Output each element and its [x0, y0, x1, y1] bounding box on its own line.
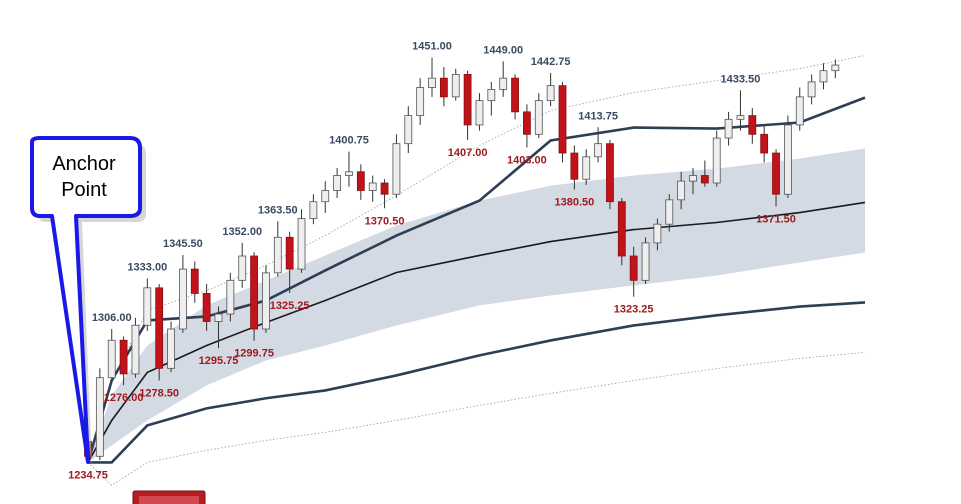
- high-label: 1413.75: [578, 110, 618, 122]
- candle-body: [95, 377, 104, 457]
- candle-body: [783, 124, 792, 195]
- candle-body: [155, 287, 164, 369]
- low-label: 1403.00: [507, 154, 547, 166]
- low-label: 1380.50: [554, 197, 594, 209]
- candle-body: [368, 182, 377, 191]
- candle-body: [534, 100, 543, 135]
- candle-body: [523, 111, 531, 135]
- candle-body: [677, 180, 686, 201]
- high-label: 1400.75: [329, 135, 369, 147]
- label-layer: 1234.75 1306.00 1276.00 1333.00 1278.50 1345.…: [68, 41, 796, 482]
- low-label: 1234.75: [68, 469, 108, 481]
- candle-body: [451, 74, 460, 98]
- candle-body: [582, 156, 591, 180]
- candle-body: [439, 77, 448, 98]
- high-label: 1352.00: [222, 226, 262, 238]
- low-label: 1325.25: [270, 300, 310, 312]
- candle-body: [380, 182, 389, 195]
- candle-body: [238, 255, 247, 281]
- low-label: 1371.50: [756, 213, 796, 225]
- candle-body: [606, 143, 614, 203]
- candle-body: [795, 96, 804, 126]
- candle-body: [736, 115, 745, 120]
- candle-body: [594, 143, 602, 158]
- candle-body: [807, 81, 816, 98]
- low-label: 1299.75: [234, 348, 274, 360]
- callout-text: Anchor: [52, 153, 116, 175]
- candle-body: [119, 339, 128, 375]
- candle-body: [712, 137, 721, 184]
- candle-body: [772, 152, 780, 195]
- candle-body: [831, 64, 840, 72]
- candle-body: [250, 255, 258, 330]
- callout-text: Point: [61, 179, 107, 201]
- candle-body: [190, 268, 199, 294]
- candle-body: [131, 324, 140, 375]
- candle-body: [107, 339, 116, 379]
- candle-body: [309, 201, 318, 219]
- candle-body: [333, 175, 342, 191]
- low-label: 1276.00: [104, 392, 144, 404]
- candle-body: [356, 171, 365, 191]
- anchor-callout: Anchor Point: [30, 136, 146, 466]
- candle-body: [511, 77, 519, 113]
- candle-body: [724, 118, 733, 139]
- candle-body: [321, 190, 330, 203]
- high-label: 1345.50: [163, 238, 203, 250]
- high-label: 1433.50: [721, 73, 761, 85]
- candle-body: [558, 85, 567, 154]
- low-label: 1278.50: [139, 387, 179, 399]
- candle-body: [546, 85, 555, 102]
- sd2-lower-line: [88, 301, 866, 464]
- high-label: 1451.00: [412, 41, 452, 53]
- candle-body: [179, 268, 187, 330]
- vwap-line: [87, 201, 866, 463]
- candle-body: [475, 100, 484, 126]
- candle-body: [416, 87, 425, 116]
- candle-body: [428, 77, 436, 88]
- candle-body: [629, 255, 638, 281]
- candle-body: [404, 115, 413, 145]
- low-label: 1407.00: [448, 147, 488, 159]
- candle-body: [463, 74, 472, 126]
- candle-body: [665, 199, 674, 225]
- candle-body: [167, 328, 175, 369]
- candle-body: [226, 279, 235, 315]
- candle-body: [297, 218, 306, 270]
- high-label: 1333.00: [127, 261, 167, 273]
- high-label: 1449.00: [483, 44, 523, 56]
- candle-body: [214, 313, 223, 322]
- candle-body: [570, 152, 579, 180]
- candle-body: [499, 77, 508, 90]
- candle-body: [143, 287, 152, 326]
- candle-body: [262, 272, 270, 330]
- candle-body: [700, 175, 709, 184]
- callout-box: [30, 136, 142, 464]
- high-label: 1306.00: [92, 312, 132, 324]
- high-label: 1442.75: [531, 56, 571, 68]
- candle-body: [760, 133, 769, 154]
- candle-body: [689, 175, 697, 182]
- candle-body: [748, 115, 757, 135]
- candle-body: [641, 242, 650, 281]
- candle-body: [345, 171, 353, 176]
- candle-body: [392, 143, 401, 195]
- candle-body: [653, 223, 662, 244]
- toolbar-button-face: [139, 496, 199, 504]
- low-label: 1370.50: [365, 215, 405, 227]
- candle-body: [617, 201, 626, 257]
- high-label: 1363.50: [258, 204, 298, 216]
- candle-body: [202, 293, 211, 322]
- low-label: 1323.25: [614, 304, 654, 316]
- candle-body: [285, 236, 294, 270]
- candle-body: [819, 70, 828, 83]
- candle-body: [487, 88, 496, 102]
- candle-body: [273, 236, 282, 274]
- low-label: 1295.75: [199, 355, 239, 367]
